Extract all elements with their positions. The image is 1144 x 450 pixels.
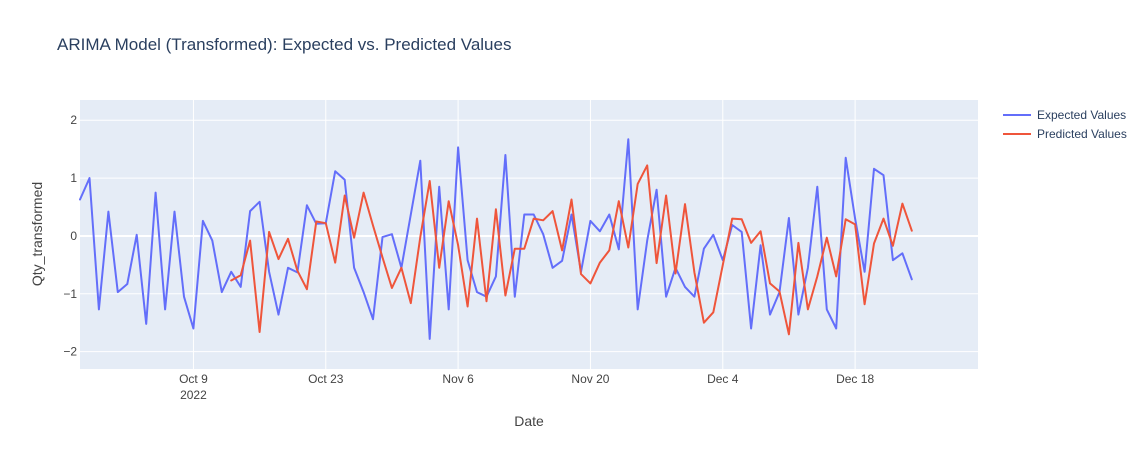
x-axis-title: Date	[514, 413, 544, 429]
x-tick-label: Dec 18	[836, 372, 874, 386]
y-tick-label: 0	[70, 229, 77, 243]
legend-label[interactable]: Expected Values	[1037, 108, 1126, 122]
expected-values-line[interactable]	[79, 138, 913, 340]
y-axis-ticks: 2 1 0 −1 −2	[63, 113, 77, 358]
y-tick-label: −1	[63, 287, 77, 301]
x-tick-label: Dec 4	[707, 372, 739, 386]
x-tick-label: Oct 9	[179, 372, 208, 386]
x-tick-sublabel: 2022	[180, 388, 207, 402]
y-axis-title: Qty_transformed	[29, 182, 45, 286]
x-axis-ticks: Oct 9 2022 Oct 23 Nov 6 Nov 20 Dec 4 Dec 18	[179, 372, 874, 402]
legend-label[interactable]: Predicted Values	[1037, 127, 1127, 141]
chart-title: ARIMA Model (Transformed): Expected vs. …	[57, 35, 511, 54]
series-lines	[79, 138, 913, 340]
x-tick-label: Nov 20	[571, 372, 609, 386]
y-tick-label: 1	[70, 171, 77, 185]
y-tick-label: 2	[70, 113, 77, 127]
x-tick-label: Oct 23	[308, 372, 344, 386]
x-tick-label: Nov 6	[442, 372, 474, 386]
legend: Expected Values Predicted Values	[1003, 108, 1127, 141]
predicted-values-line[interactable]	[230, 164, 913, 336]
y-tick-label: −2	[63, 345, 77, 359]
